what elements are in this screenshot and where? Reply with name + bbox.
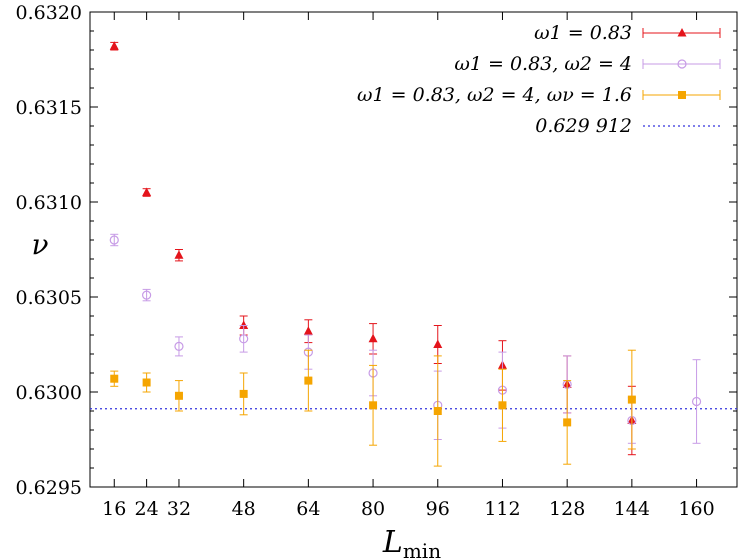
y-tick-label: 0.6300 (16, 382, 82, 404)
legend-marker (678, 91, 686, 99)
legend-label: ω1 = 0.83 (534, 22, 632, 44)
x-axis-title-main: L (382, 525, 403, 558)
y-axis-title: ν (31, 228, 48, 261)
data-point (110, 374, 119, 383)
data-layer (109, 41, 702, 467)
legend-marker (677, 59, 687, 69)
legend-label: 0.629 912 (535, 115, 632, 137)
data-point (303, 326, 313, 335)
data-point (304, 376, 313, 385)
plot-frame (89, 11, 738, 488)
series-3 (110, 349, 636, 467)
data-point (142, 378, 151, 387)
x-tick-label: 160 (678, 498, 714, 520)
x-axis-title-sub: min (403, 539, 441, 558)
legend-label: ω1 = 0.83, ω2 = 4 (454, 53, 632, 75)
x-tick-label: 16 (102, 498, 126, 520)
y-tick-label: 0.6305 (16, 287, 82, 309)
data-point (498, 401, 507, 410)
x-tick-label: 64 (296, 498, 320, 520)
data-point (239, 334, 249, 344)
y-tick-label: 0.6315 (16, 97, 82, 119)
data-point (174, 391, 183, 400)
x-tick-label: 96 (426, 498, 450, 520)
data-point (174, 341, 184, 351)
data-point (109, 235, 119, 245)
legend: ω1 = 0.83 ω1 = 0.83, ω2 = 4 ω1 = 0.83, ω2 … (357, 22, 721, 137)
data-point (142, 290, 152, 300)
x-tick-label: 144 (614, 498, 650, 520)
data-point (142, 187, 152, 196)
data-point (239, 389, 248, 398)
legend-marker (677, 28, 687, 37)
data-point (239, 320, 249, 329)
x-tick-label: 32 (167, 498, 191, 520)
y-tick-label: 0.6320 (16, 2, 82, 24)
y-tick-label: 0.6295 (16, 477, 82, 499)
data-point (109, 41, 119, 50)
series-2 (109, 233, 702, 444)
x-tick-label: 112 (484, 498, 520, 520)
data-point (627, 395, 636, 404)
data-point (369, 401, 378, 410)
data-point (368, 333, 378, 343)
legend-label: ω1 = 0.83, ω2 = 4, ων = 1.6 (357, 84, 632, 106)
x-axis-title: Lmin (382, 525, 441, 558)
x-tick-label: 80 (361, 498, 385, 520)
data-point (433, 339, 443, 348)
x-tick-label: 48 (232, 498, 256, 520)
y-tick-label: 0.6310 (16, 192, 82, 214)
data-point (691, 396, 702, 407)
x-tick-label: 24 (135, 498, 159, 520)
data-point (433, 407, 442, 415)
data-point (563, 418, 572, 427)
x-tick-label: 128 (549, 498, 585, 520)
ticks-layer: 0.6295 0.6300 0.6305 0.6310 0.6315 0.6320 16 24… (16, 2, 737, 520)
data-point (174, 250, 184, 259)
